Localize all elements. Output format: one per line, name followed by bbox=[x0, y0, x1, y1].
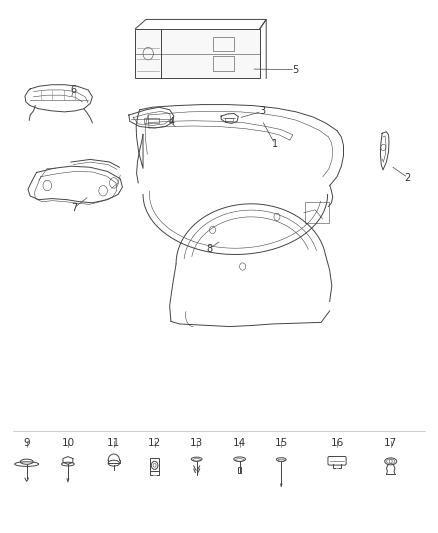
Text: 11: 11 bbox=[107, 438, 120, 448]
Text: 4: 4 bbox=[169, 117, 175, 127]
Text: 14: 14 bbox=[233, 438, 246, 448]
Text: 15: 15 bbox=[275, 438, 288, 448]
Bar bbox=[305, 202, 329, 223]
Text: 16: 16 bbox=[330, 438, 344, 448]
Text: 2: 2 bbox=[405, 173, 411, 183]
Text: 7: 7 bbox=[71, 203, 77, 213]
Text: 1: 1 bbox=[272, 139, 278, 149]
Text: 5: 5 bbox=[292, 64, 299, 75]
Bar bbox=[212, 56, 234, 71]
Text: 13: 13 bbox=[190, 438, 203, 448]
FancyBboxPatch shape bbox=[135, 29, 260, 78]
Text: 6: 6 bbox=[71, 85, 77, 95]
Text: 3: 3 bbox=[259, 107, 265, 116]
Bar bbox=[212, 37, 234, 51]
Text: 10: 10 bbox=[61, 438, 74, 448]
Text: 17: 17 bbox=[384, 438, 397, 448]
Text: 8: 8 bbox=[206, 244, 212, 254]
Text: 9: 9 bbox=[23, 438, 30, 448]
Text: 12: 12 bbox=[148, 438, 161, 448]
